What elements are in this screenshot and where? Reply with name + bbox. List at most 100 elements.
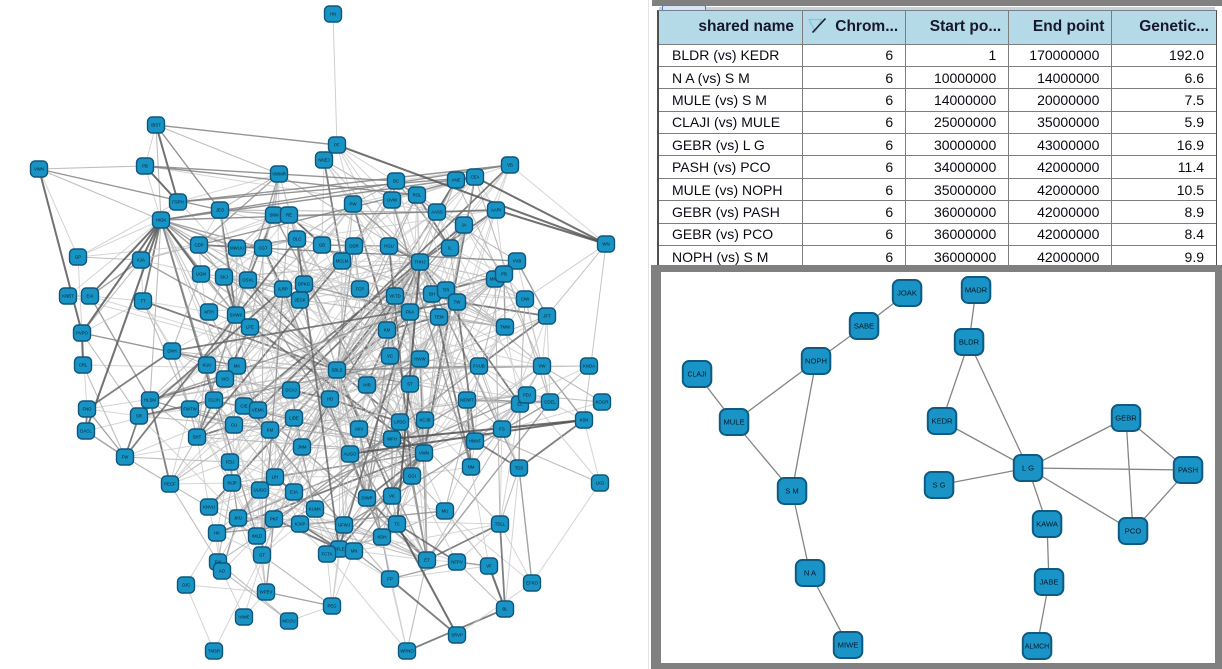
svg-text:VEMK: VEMK: [252, 408, 264, 413]
svg-text:ILRP: ILRP: [278, 287, 288, 292]
svg-text:CRL: CRL: [79, 363, 88, 368]
svg-text:BL: BL: [502, 607, 508, 612]
svg-text:PVPO: PVPO: [76, 331, 89, 336]
svg-text:L G: L G: [1022, 464, 1034, 473]
svg-text:VWN: VWN: [419, 451, 429, 456]
svg-text:SR: SR: [136, 414, 142, 419]
svg-text:KDH: KDH: [377, 535, 386, 540]
svg-text:PCO: PCO: [1125, 527, 1142, 536]
svg-text:DFLE: DFLE: [334, 547, 345, 552]
svg-text:EFKO: EFKO: [526, 581, 538, 586]
svg-text:VW: VW: [539, 364, 547, 369]
svg-text:AO: AO: [219, 569, 226, 574]
svg-text:TMSR: TMSR: [208, 649, 220, 654]
svg-text:HIWE: HIWE: [238, 615, 249, 620]
svg-text:IL: IL: [448, 246, 452, 251]
svg-text:OSVL: OSVL: [242, 278, 254, 283]
svg-text:MIWE: MIWE: [838, 641, 859, 650]
svg-text:TPI: TPI: [443, 288, 450, 293]
svg-text:KSN: KSN: [580, 418, 589, 423]
svg-text:PB: PB: [501, 272, 507, 277]
svg-text:TDLL: TDLL: [495, 522, 506, 527]
svg-text:KNVU: KNVU: [203, 505, 215, 510]
svg-text:INJP: INJP: [227, 481, 236, 486]
svg-text:HK: HK: [214, 531, 220, 536]
svg-text:SKJ: SKJ: [220, 275, 228, 280]
svg-text:MADR: MADR: [965, 286, 988, 295]
svg-text:KJA: KJA: [137, 258, 145, 263]
svg-text:TMW: TMW: [500, 325, 511, 330]
svg-text:PW: PW: [350, 202, 358, 207]
svg-text:FSPH: FSPH: [172, 200, 183, 205]
svg-text:JKU: JKU: [234, 516, 242, 521]
svg-text:ST: ST: [407, 382, 413, 387]
svg-text:LKG: LKG: [596, 481, 605, 486]
svg-text:NFPV: NFPV: [451, 560, 463, 565]
svg-text:THHJ: THHJ: [415, 260, 426, 265]
svg-text:GEBR: GEBR: [1115, 414, 1137, 423]
svg-text:SABE: SABE: [854, 322, 874, 331]
svg-text:ROL: ROL: [413, 193, 422, 198]
svg-text:TW: TW: [454, 300, 462, 305]
svg-text:CU: CU: [231, 423, 237, 428]
svg-text:VIO: VIO: [221, 377, 229, 382]
svg-text:UGM: UGM: [196, 272, 206, 277]
svg-text:PEG: PEG: [327, 604, 337, 609]
svg-text:UUGO: UUGO: [254, 488, 268, 493]
svg-text:HN: HN: [330, 12, 336, 17]
svg-text:JA: JA: [461, 223, 466, 228]
svg-text:FVUB: FVUB: [473, 364, 485, 369]
svg-text:IBST: IBST: [151, 123, 161, 128]
svg-text:KCJB: KCJB: [420, 418, 431, 423]
svg-text:JFT: JFT: [543, 314, 551, 319]
svg-text:PDJ: PDJ: [523, 393, 531, 398]
svg-text:KM: KM: [267, 428, 274, 433]
svg-text:LPDO: LPDO: [394, 420, 406, 425]
svg-text:EAI: EAI: [87, 294, 94, 299]
svg-text:GT: GT: [259, 553, 265, 558]
svg-text:UFWJ: UFWJ: [338, 523, 350, 528]
svg-text:HO: HO: [327, 397, 334, 402]
svg-text:PASH: PASH: [1178, 466, 1198, 475]
svg-text:BC: BC: [393, 179, 399, 184]
svg-text:SHT: SHT: [193, 435, 202, 440]
svg-text:SNN: SNN: [269, 213, 278, 218]
svg-text:HIGK: HIGK: [156, 218, 167, 223]
svg-text:AARI: AARI: [491, 208, 501, 213]
svg-text:PB: PB: [142, 164, 148, 169]
svg-text:TDS: TDS: [515, 466, 524, 471]
svg-text:GP: GP: [75, 255, 81, 260]
svg-text:NNEJ: NNEJ: [318, 158, 329, 163]
svg-text:FEIJ: FEIJ: [226, 460, 235, 465]
svg-text:VF: VF: [486, 564, 492, 569]
svg-text:FW: FW: [215, 560, 223, 565]
svg-text:WPEV: WPEV: [260, 590, 273, 595]
svg-text:VC: VC: [387, 354, 393, 359]
svg-text:JOAK: JOAK: [897, 289, 917, 298]
svg-text:HGU: HGU: [384, 244, 394, 249]
svg-text:WFH: WFH: [387, 437, 397, 442]
svg-text:KNDA: KNDA: [583, 364, 595, 369]
svg-text:SBLS: SBLS: [332, 368, 343, 373]
svg-text:VWN: VWN: [34, 167, 44, 172]
svg-text:SRVP: SRVP: [451, 633, 463, 638]
svg-text:OJC: OJC: [182, 583, 191, 588]
svg-text:BH: BH: [429, 292, 435, 297]
svg-text:FNO: FNO: [82, 407, 92, 412]
svg-text:FCTA: FCTA: [322, 552, 333, 557]
svg-text:MCOU: MCOU: [282, 619, 295, 624]
svg-text:KOGR: KOGR: [596, 400, 609, 405]
svg-text:JABE: JABE: [1040, 578, 1059, 587]
svg-text:VKTD: VKTD: [389, 294, 400, 299]
svg-text:MWUU: MWUU: [230, 246, 244, 251]
svg-text:WPNO: WPNO: [400, 649, 414, 654]
svg-text:IMLD: IMLD: [252, 534, 262, 539]
svg-text:MTH: MTH: [204, 310, 213, 315]
svg-text:GDP: GDP: [194, 243, 203, 248]
svg-text:KJVP: KJVP: [295, 522, 306, 527]
svg-text:VVB: VVB: [513, 259, 522, 264]
svg-text:FS: FS: [499, 427, 505, 432]
svg-text:GB: GB: [319, 243, 325, 248]
svg-text:MN: MN: [351, 549, 358, 554]
svg-text:OLC: OLC: [293, 237, 302, 242]
